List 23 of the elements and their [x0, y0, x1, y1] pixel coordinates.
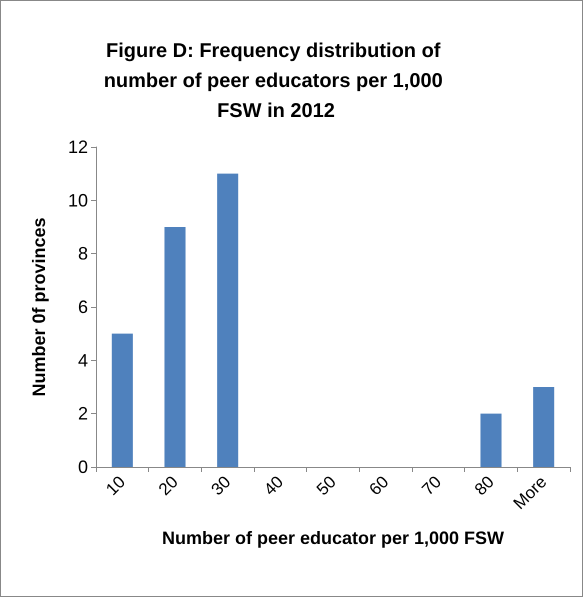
bar [112, 334, 133, 467]
y-tick-label: 2 [78, 404, 88, 424]
bar [480, 414, 502, 467]
y-axis-title: Number 0f provinces [29, 217, 49, 397]
x-axis-title: Number of peer educator per 1,000 FSW [162, 528, 504, 548]
x-tick-label: 50 [312, 472, 340, 500]
y-tick-label: 6 [78, 297, 88, 317]
x-tick-label: 70 [418, 472, 446, 500]
bar [533, 387, 554, 467]
x-tick-label: 80 [470, 472, 498, 500]
x-tick-label: 20 [154, 472, 182, 500]
y-tick-label: 0 [78, 457, 88, 477]
chart-title: Figure D: Frequency distribution of number of peer educators per 1,000 FSW in 2012 [104, 40, 448, 122]
x-tick-label: 60 [366, 472, 392, 500]
x-tick-label: 40 [260, 472, 288, 500]
x-tick-label: 30 [208, 472, 234, 500]
y-tick-label: 12 [68, 137, 88, 157]
bar [217, 174, 238, 467]
bar [164, 227, 186, 467]
y-tick-label: 4 [78, 350, 88, 370]
y-tick-label: 8 [78, 244, 88, 264]
x-tick-label: 10 [102, 472, 130, 500]
y-tick-label: 10 [68, 190, 88, 210]
